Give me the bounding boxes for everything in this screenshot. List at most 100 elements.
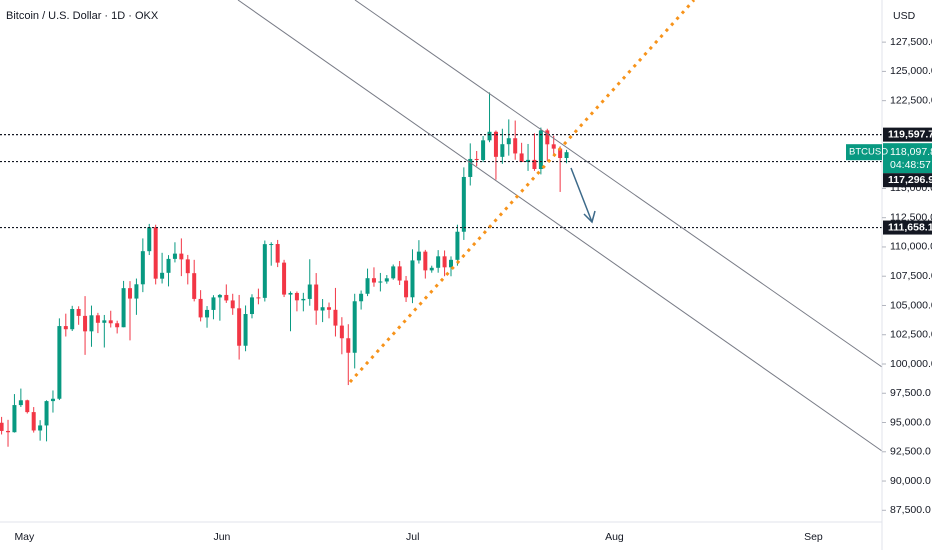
candle-body xyxy=(249,297,254,315)
candle-body xyxy=(211,297,216,310)
candle-body xyxy=(391,266,396,279)
candle-body xyxy=(63,326,68,330)
price-axis xyxy=(882,0,932,550)
y-tick-label: 95,000.0 xyxy=(890,416,931,428)
candle-body xyxy=(339,325,344,339)
candle-body xyxy=(294,292,299,301)
candle-body xyxy=(76,308,81,316)
candle-body xyxy=(230,300,235,309)
candle-body xyxy=(44,401,49,426)
candle-body xyxy=(50,398,55,402)
candle-body xyxy=(352,301,357,353)
candle-body xyxy=(185,259,190,274)
x-tick-label: Aug xyxy=(605,531,624,543)
candle-body xyxy=(95,315,100,323)
candle-body xyxy=(346,338,351,353)
candle-body xyxy=(12,405,17,433)
chart-title: Bitcoin / U.S. Dollar · 1D · OKX xyxy=(6,10,159,22)
candle-body xyxy=(237,308,242,346)
candle-body xyxy=(449,259,453,268)
candle-body xyxy=(217,294,222,298)
candle-body xyxy=(314,284,319,311)
candle-body xyxy=(378,281,383,283)
candle-body xyxy=(416,251,421,261)
last-price-box xyxy=(883,143,932,174)
candle-body xyxy=(365,278,370,294)
candle-body xyxy=(121,288,126,328)
candle-body xyxy=(262,244,267,298)
candle-body xyxy=(320,307,325,311)
candle-body xyxy=(481,140,486,160)
candle-body xyxy=(134,284,139,299)
candle-body xyxy=(205,309,210,318)
arrow xyxy=(570,167,596,224)
candle-body xyxy=(57,326,62,399)
candle-body xyxy=(153,227,158,279)
candle-body xyxy=(192,273,197,299)
x-tick-label: May xyxy=(14,531,35,543)
channel-line xyxy=(237,0,883,452)
candle-body xyxy=(526,159,531,162)
candle-body xyxy=(147,227,152,252)
candle-body xyxy=(179,253,184,260)
candle-body xyxy=(500,144,505,157)
candle-body xyxy=(6,430,11,433)
level-label: 111,658.1 xyxy=(888,221,932,233)
countdown-label: 04:48:57 xyxy=(890,159,931,171)
candle-body xyxy=(128,288,132,299)
x-tick-label: Jun xyxy=(213,531,230,543)
candle-body xyxy=(307,284,312,299)
y-tick-label: 102,500.0 xyxy=(890,329,932,341)
y-tick-label: 127,500.0 xyxy=(890,36,932,48)
y-tick-label: 125,000.0 xyxy=(890,65,932,77)
candle-body xyxy=(89,315,94,332)
plot xyxy=(0,92,882,447)
level-box xyxy=(883,220,932,235)
candle-body xyxy=(493,131,498,157)
candle-body xyxy=(256,297,261,299)
y-tick-label: 100,000.0 xyxy=(890,358,932,370)
trend-line xyxy=(348,0,696,384)
y-tick-label: 107,500.0 xyxy=(890,270,932,282)
candle-body xyxy=(108,320,113,324)
candle-body xyxy=(461,176,466,232)
candle-body xyxy=(301,298,306,301)
candle-body xyxy=(538,130,543,170)
candle-body xyxy=(532,159,537,170)
candle-body xyxy=(83,315,88,332)
y-tick-label: 92,500.0 xyxy=(890,446,931,458)
currency-label: USD xyxy=(893,10,916,22)
candle-body xyxy=(397,266,402,281)
candle-body xyxy=(269,244,274,246)
symbol-box xyxy=(846,144,882,161)
last-price-label: 118,097.8 xyxy=(890,146,932,158)
candle-body xyxy=(243,314,248,346)
candle-body xyxy=(327,307,332,310)
candle-body xyxy=(545,130,550,145)
x-tick-label: Sep xyxy=(804,531,823,543)
candle-body xyxy=(519,153,524,162)
channel-line xyxy=(354,0,883,368)
candle-body xyxy=(442,256,447,268)
candle-body xyxy=(423,251,428,271)
candle-body xyxy=(468,158,473,177)
candle-body xyxy=(404,280,409,298)
candle-body xyxy=(31,412,36,431)
y-tick-label: 110,000.0 xyxy=(890,241,932,253)
candle-body xyxy=(282,262,287,295)
candle-body xyxy=(410,260,415,298)
candle-body xyxy=(429,267,434,271)
candle-body xyxy=(18,400,23,406)
y-tick-label: 105,000.0 xyxy=(890,299,932,311)
symbol-label: BTCUSD xyxy=(849,147,888,158)
y-tick-label: 122,500.0 xyxy=(890,94,932,106)
level-box xyxy=(883,127,932,142)
candle-body xyxy=(487,131,492,141)
y-tick-label: 97,500.0 xyxy=(890,387,931,399)
candle-body xyxy=(384,278,389,282)
candle-body xyxy=(0,422,4,431)
y-tick-label: 112,500.0 xyxy=(890,211,932,223)
level-box xyxy=(883,173,932,188)
